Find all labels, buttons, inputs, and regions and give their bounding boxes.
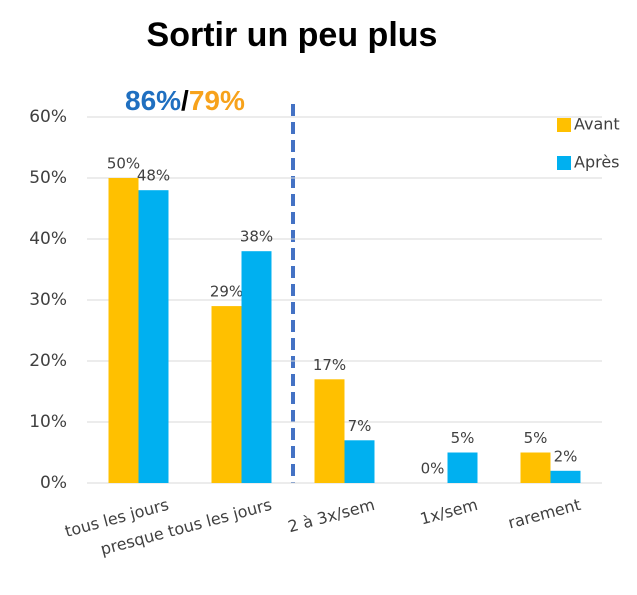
y-tick-label: 40% <box>29 229 67 249</box>
legend-swatch <box>557 156 571 170</box>
bar <box>108 178 139 483</box>
annotation-part: 79% <box>189 85 245 116</box>
bar <box>520 452 551 483</box>
bar <box>138 190 169 483</box>
annotation: 86%/79% <box>125 85 245 116</box>
bar <box>447 452 478 483</box>
bar <box>550 470 581 483</box>
data-label: 5% <box>451 429 475 447</box>
legend-swatch <box>557 118 571 132</box>
y-tick-label: 60% <box>29 107 67 127</box>
y-tick-label: 30% <box>29 290 67 310</box>
data-label: 0% <box>421 460 445 478</box>
bar <box>211 306 242 483</box>
bar <box>241 251 272 483</box>
data-label: 38% <box>240 228 273 246</box>
x-tick-label: 2 à 3x/sem <box>286 495 377 536</box>
x-tick-label: presque tous les jours <box>98 495 273 559</box>
y-tick-label: 50% <box>29 168 67 188</box>
legend-label: Avant <box>574 115 620 134</box>
y-tick-label: 20% <box>29 351 67 371</box>
data-label: 17% <box>313 356 346 374</box>
x-tick-label: rarement <box>506 495 583 533</box>
legend-label: Après <box>574 153 620 172</box>
annotation-part: 86% <box>125 85 181 116</box>
data-label: 7% <box>348 417 372 435</box>
chart-title: Sortir un peu plus <box>147 16 438 54</box>
bar <box>344 440 375 483</box>
data-label: 29% <box>210 283 243 301</box>
bar <box>314 379 345 483</box>
data-label: 5% <box>524 429 548 447</box>
annotation-part: / <box>181 85 189 116</box>
y-tick-label: 10% <box>29 412 67 432</box>
data-label: 50% <box>107 155 140 173</box>
data-label: 48% <box>137 167 170 185</box>
data-label: 2% <box>554 447 578 465</box>
x-tick-label: 1x/sem <box>418 495 480 529</box>
y-tick-label: 0% <box>40 473 67 493</box>
